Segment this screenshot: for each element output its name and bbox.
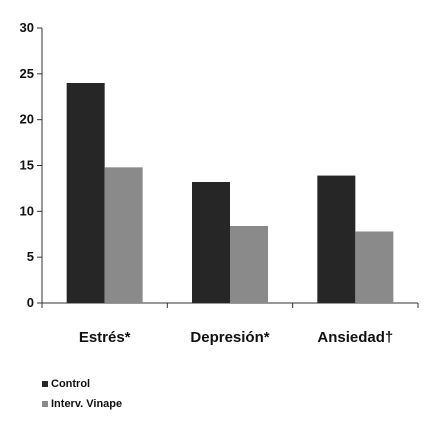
y-tick-label: 5 — [27, 249, 34, 264]
y-tick-label: 25 — [20, 66, 34, 81]
category-labels: Estrés* Depresión* Ansiedad† — [79, 329, 393, 346]
bar-control-1 — [192, 182, 230, 303]
bar-interv-vinape-2 — [355, 231, 394, 303]
y-tick-label: 10 — [20, 203, 34, 218]
y-axis: 0 5 10 15 20 25 30 — [20, 20, 43, 310]
legend: Control Interv. Vinape — [42, 378, 122, 410]
bars — [66, 83, 394, 303]
legend-label: Interv. Vinape — [51, 398, 122, 410]
y-tick-label: 0 — [27, 295, 34, 310]
y-tick-label: 15 — [20, 158, 34, 173]
x-axis — [41, 302, 419, 308]
y-tick-label: 30 — [20, 20, 34, 35]
bar-interv-vinape-1 — [230, 226, 268, 303]
legend-swatch — [42, 401, 48, 407]
bar-interv-vinape-0 — [104, 167, 143, 303]
category-label: Estrés* — [79, 329, 131, 346]
legend-label: Control — [51, 378, 90, 390]
category-label: Depresión* — [190, 329, 269, 346]
bar-control-2 — [317, 175, 356, 303]
category-label: Ansiedad† — [317, 329, 393, 346]
bar-control-0 — [66, 83, 105, 303]
legend-swatch — [42, 381, 48, 387]
y-tick-label: 20 — [20, 112, 34, 127]
